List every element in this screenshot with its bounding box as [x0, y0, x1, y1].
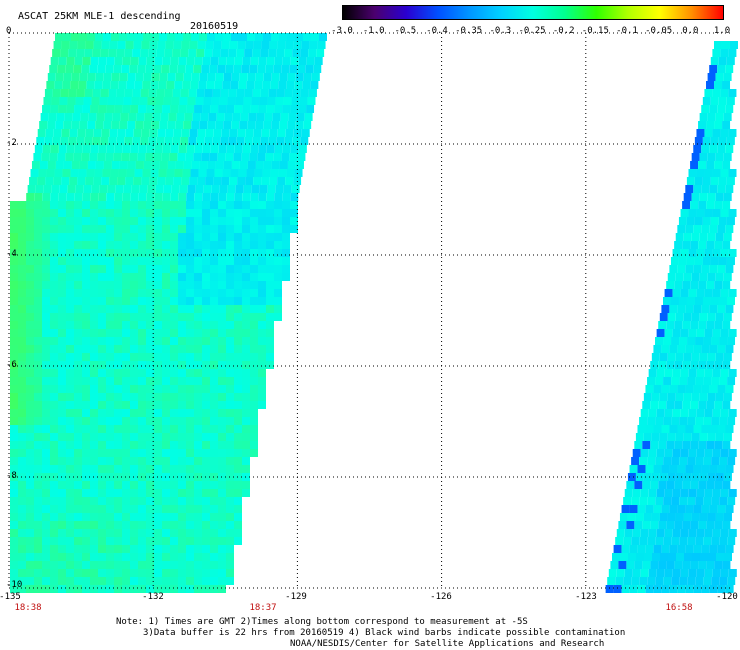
- colorbar-label: -3.0: [331, 26, 353, 36]
- y-tick-label: -2: [6, 138, 17, 148]
- time-label: 16:58: [665, 603, 693, 613]
- x-tick-label: -132: [142, 592, 164, 602]
- date-text: 20160519: [190, 21, 239, 32]
- colorbar-label: -1.0: [362, 26, 385, 36]
- y-tick-label: 0: [6, 26, 12, 36]
- west-swath: [10, 33, 327, 593]
- colorbar-label: -0.3: [489, 26, 512, 36]
- x-tick-label: -135: [0, 592, 21, 602]
- x-tick-label: -129: [285, 592, 307, 602]
- x-tick-label: -123: [575, 592, 597, 602]
- colorbar-label: -0.1: [616, 26, 638, 36]
- colorbar-label: -0.05: [645, 26, 673, 36]
- time-label: 18:37: [249, 603, 277, 613]
- colorbar-label: 0.0: [682, 26, 699, 36]
- colorbar-label: -0.35: [455, 26, 483, 36]
- y-tick-label: -8: [6, 471, 17, 481]
- colorbar-label: -0.2: [552, 26, 575, 36]
- y-tick-label: -4: [6, 249, 17, 259]
- east-swath: [605, 41, 738, 593]
- footer-note-1: Note: 1) Times are GMT 2)Times along bot…: [116, 617, 528, 627]
- colorbar-label: 1.0: [713, 26, 731, 36]
- y-tick-label: -6: [6, 360, 17, 370]
- colorbar-label: -0.4: [426, 26, 448, 36]
- colorbar: [342, 5, 724, 20]
- footer-credit: NOAA/NESDIS/Center for Satellite Applica…: [290, 639, 605, 649]
- colorbar-label: -0.5: [394, 26, 417, 36]
- grid-lines: [8, 32, 730, 589]
- title-text: ASCAT 25KM MLE-1 descending: [18, 11, 181, 22]
- colorbar-label: -0.25: [518, 26, 546, 36]
- y-tick-label: -10: [6, 580, 23, 590]
- time-label: 18:38: [14, 603, 42, 613]
- x-tick-label: -120: [716, 592, 738, 602]
- footer-note-2: 3)Data buffer is 22 hrs from 20160519 4)…: [143, 628, 626, 638]
- colorbar-label: -0.15: [581, 26, 609, 36]
- x-tick-label: -126: [430, 592, 452, 602]
